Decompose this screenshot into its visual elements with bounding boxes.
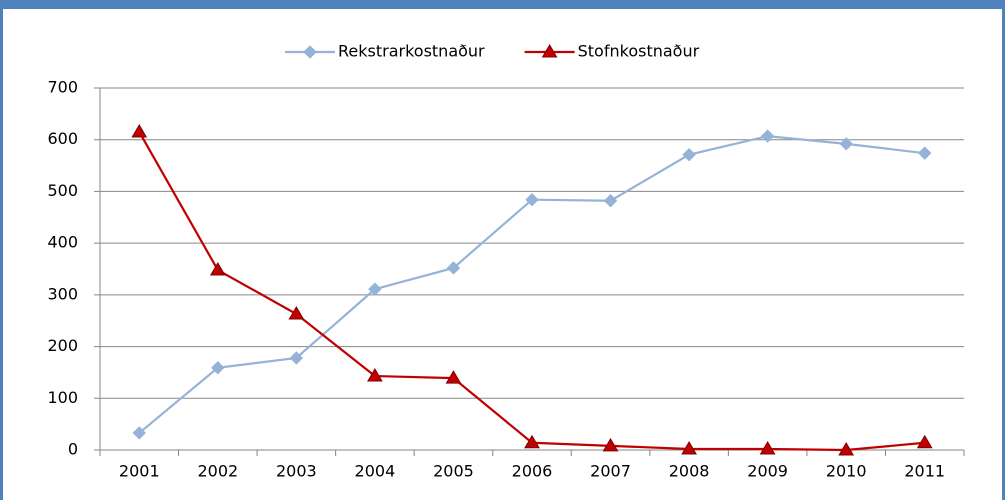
marker [132, 426, 146, 440]
y-tick-label: 100 [47, 388, 78, 407]
y-tick-label: 400 [47, 233, 78, 252]
y-tick-label: 0 [68, 440, 78, 459]
y-tick-label: 700 [47, 78, 78, 97]
y-tick-label: 600 [47, 129, 78, 148]
marker [838, 442, 855, 456]
marker [602, 437, 619, 452]
x-tick-label: 2003 [276, 462, 317, 481]
marker [524, 434, 540, 449]
legend-marker [303, 45, 317, 59]
series-line [138, 131, 925, 452]
x-tick-label: 2002 [197, 462, 238, 481]
legend-label: Rekstrarkostnaður [338, 42, 485, 61]
marker [916, 434, 933, 449]
marker [289, 351, 304, 365]
legend-label: Stofnkostnaður [578, 42, 700, 61]
legend-marker [541, 44, 558, 58]
marker [759, 440, 776, 455]
marker [445, 370, 462, 384]
x-tick-label: 2005 [433, 462, 474, 481]
y-tick-label: 500 [47, 181, 78, 200]
marker [525, 192, 539, 207]
y-tick-label: 300 [47, 284, 78, 303]
series-line [138, 134, 925, 434]
marker [209, 262, 226, 276]
marker [682, 148, 696, 162]
marker [603, 194, 618, 208]
x-tick-label: 2008 [669, 462, 710, 481]
y-tick-label: 200 [47, 336, 78, 355]
marker [131, 123, 148, 138]
marker [918, 146, 932, 160]
marker [446, 261, 461, 275]
marker [839, 137, 853, 151]
x-tick-label: 2001 [119, 462, 160, 481]
x-tick-label: 2009 [747, 462, 788, 481]
marker [368, 282, 382, 296]
x-tick-label: 2010 [826, 462, 867, 481]
marker [681, 440, 697, 455]
x-tick-label: 2007 [590, 462, 631, 481]
marker [288, 305, 305, 320]
x-tick-label: 2006 [512, 462, 553, 481]
x-tick-label: 2011 [904, 462, 945, 481]
marker [760, 129, 775, 143]
marker [211, 361, 225, 375]
marker [367, 368, 383, 382]
x-tick-label: 2004 [355, 462, 396, 481]
